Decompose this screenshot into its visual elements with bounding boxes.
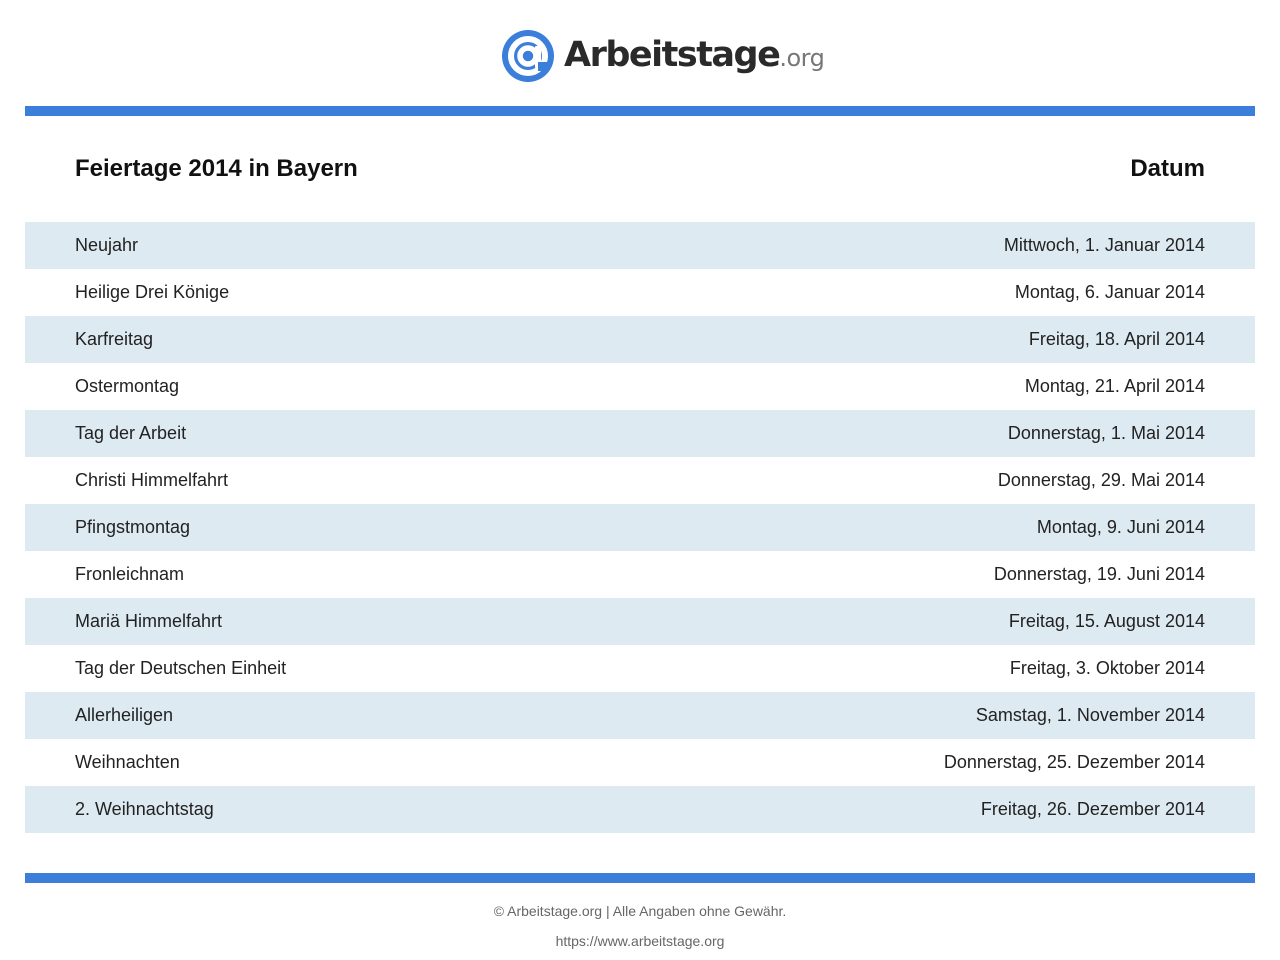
holiday-name: Christi Himmelfahrt [75, 470, 229, 490]
holiday-date: Freitag, 26. Dezember 2014 [980, 799, 1205, 819]
table-row: 2. Weihnachtstag Freitag, 26. Dezember 2… [25, 786, 1255, 833]
table-header: Feiertage 2014 in Bayern Datum [25, 145, 1255, 195]
holiday-date: Montag, 6. Januar 2014 [1014, 282, 1205, 302]
table-row: Weihnachten Donnerstag, 25. Dezember 201… [25, 739, 1255, 786]
holiday-name: Tag der Deutschen Einheit [75, 658, 287, 678]
top-divider [25, 106, 1255, 116]
holiday-date: Montag, 9. Juni 2014 [1036, 517, 1205, 537]
holiday-date: Donnerstag, 25. Dezember 2014 [943, 752, 1205, 772]
holiday-name: Mariä Himmelfahrt [75, 611, 223, 631]
holiday-table: Neujahr Mittwoch, 1. Januar 2014 Heilige… [25, 222, 1255, 833]
holiday-name: Neujahr [75, 235, 139, 255]
table-row: Tag der Deutschen Einheit Freitag, 3. Ok… [25, 645, 1255, 692]
holiday-name: Karfreitag [75, 329, 154, 349]
table-row: Heilige Drei Könige Montag, 6. Januar 20… [25, 269, 1255, 316]
holiday-name: Tag der Arbeit [75, 423, 187, 443]
holiday-date: Freitag, 15. August 2014 [1008, 611, 1205, 631]
table-row: Allerheiligen Samstag, 1. November 2014 [25, 692, 1255, 739]
logo-name: Arbeitstage [564, 34, 781, 75]
holiday-name: Allerheiligen [75, 705, 174, 725]
holiday-name: 2. Weihnachtstag [75, 799, 214, 819]
page-header: Arbeitstage.org [0, 0, 1280, 106]
table-row: Neujahr Mittwoch, 1. Januar 2014 [25, 222, 1255, 269]
holiday-date: Donnerstag, 1. Mai 2014 [1007, 423, 1205, 443]
holiday-name: Pfingstmontag [75, 517, 191, 537]
holiday-date: Samstag, 1. November 2014 [975, 705, 1205, 725]
table-row: Karfreitag Freitag, 18. April 2014 [25, 316, 1255, 363]
table-row: Mariä Himmelfahrt Freitag, 15. August 20… [25, 598, 1255, 645]
holiday-date: Donnerstag, 19. Juni 2014 [993, 564, 1205, 584]
holiday-date: Mittwoch, 1. Januar 2014 [1003, 235, 1205, 255]
table-row: Fronleichnam Donnerstag, 19. Juni 2014 [25, 551, 1255, 598]
site-logo[interactable]: Arbeitstage.org [502, 29, 825, 84]
holiday-date: Donnerstag, 29. Mai 2014 [997, 470, 1205, 490]
logo-tld: .org [779, 43, 825, 72]
holiday-name: Ostermontag [75, 376, 180, 396]
footer-url-link[interactable]: https://www.arbeitstage.org [555, 933, 725, 949]
table-row: Christi Himmelfahrt Donnerstag, 29. Mai … [25, 457, 1255, 504]
logo-wordmark: Arbeitstage.org [564, 29, 825, 84]
table-title: Feiertage 2014 in Bayern [75, 155, 358, 182]
at-sign-icon [502, 30, 554, 82]
holiday-date: Freitag, 3. Oktober 2014 [1009, 658, 1205, 678]
date-column-header: Datum [1130, 155, 1205, 182]
table-row: Tag der Arbeit Donnerstag, 1. Mai 2014 [25, 410, 1255, 457]
holiday-date: Montag, 21. April 2014 [1024, 376, 1205, 396]
bottom-divider [25, 873, 1255, 883]
holiday-name: Weihnachten [75, 752, 180, 772]
holiday-name: Heilige Drei Könige [75, 282, 230, 302]
holiday-name: Fronleichnam [75, 564, 185, 584]
footer-copyright: © Arbeitstage.org | Alle Angaben ohne Ge… [493, 903, 787, 919]
table-row: Ostermontag Montag, 21. April 2014 [25, 363, 1255, 410]
holiday-date: Freitag, 18. April 2014 [1028, 329, 1205, 349]
table-row: Pfingstmontag Montag, 9. Juni 2014 [25, 504, 1255, 551]
